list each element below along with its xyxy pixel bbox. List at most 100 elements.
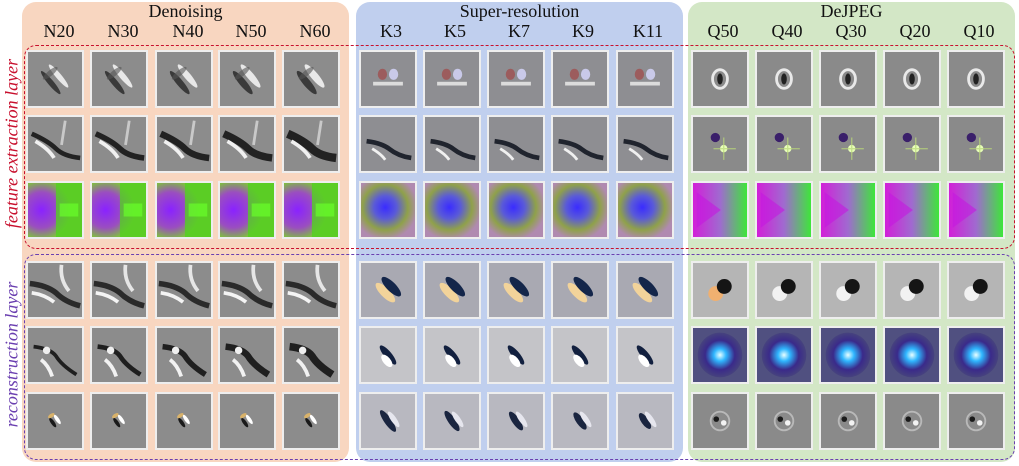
- panel-title-dejpeg: DeJPEG: [820, 1, 883, 21]
- filter-tile: [26, 392, 84, 450]
- filter-tile: [616, 50, 674, 108]
- filter-tile: [883, 261, 941, 319]
- filter-tile: [359, 181, 417, 239]
- column-header: Q30: [835, 21, 867, 41]
- filter-tile: [26, 261, 84, 319]
- filter-tile: [551, 326, 609, 384]
- filter-tile: [691, 115, 749, 173]
- column-header: N30: [107, 21, 139, 41]
- filter-tile: [487, 115, 545, 173]
- filter-tile: [26, 50, 84, 108]
- filter-tile: [218, 261, 276, 319]
- filter-tile: [90, 50, 148, 108]
- filter-tile: [819, 261, 877, 319]
- filter-tile: [487, 261, 545, 319]
- column-header: K3: [380, 21, 402, 41]
- filter-tile: [359, 261, 417, 319]
- column-header: K7: [508, 21, 530, 41]
- filter-tile: [487, 181, 545, 239]
- filter-tile: [883, 115, 941, 173]
- filter-tile: [90, 392, 148, 450]
- filter-tile: [691, 392, 749, 450]
- filter-tile: [616, 326, 674, 384]
- filter-tile: [883, 392, 941, 450]
- column-header: Q50: [707, 21, 739, 41]
- filter-tile: [691, 261, 749, 319]
- filter-tile: [755, 392, 813, 450]
- filter-tile: [691, 326, 749, 384]
- filter-tile: [551, 181, 609, 239]
- filter-tile: [26, 115, 84, 173]
- filter-tile: [423, 261, 481, 319]
- filter-tile: [755, 50, 813, 108]
- filter-tile: [423, 50, 481, 108]
- filter-tile: [282, 50, 340, 108]
- filter-tile: [551, 115, 609, 173]
- column-header: N20: [43, 21, 75, 41]
- filter-tile: [282, 326, 340, 384]
- filter-tile: [218, 326, 276, 384]
- column-header: Q20: [899, 21, 931, 41]
- filter-tile: [947, 326, 1005, 384]
- filter-tile: [551, 261, 609, 319]
- filter-tile: [755, 326, 813, 384]
- filter-tile: [155, 392, 213, 450]
- filter-tile: [947, 181, 1005, 239]
- filter-tile: [359, 392, 417, 450]
- column-header: Q10: [963, 21, 995, 41]
- filter-tile: [155, 261, 213, 319]
- filter-tile: [423, 326, 481, 384]
- filter-tile: [947, 115, 1005, 173]
- filter-tile: [755, 261, 813, 319]
- column-header: K11: [632, 21, 664, 41]
- column-header: N50: [235, 21, 267, 41]
- filter-tile: [423, 115, 481, 173]
- filter-tile: [616, 261, 674, 319]
- filter-tile: [90, 181, 148, 239]
- column-header: K9: [572, 21, 594, 41]
- filter-tile: [691, 50, 749, 108]
- filter-tile: [616, 392, 674, 450]
- filter-tile: [90, 261, 148, 319]
- filter-tile: [551, 50, 609, 108]
- filter-tile: [883, 326, 941, 384]
- filter-tile: [423, 181, 481, 239]
- filter-tile: [616, 115, 674, 173]
- filter-tile: [26, 181, 84, 239]
- column-header: N40: [172, 21, 204, 41]
- row-group-label-reconstruction: reconstruction layer: [1, 281, 22, 428]
- filter-tile: [90, 326, 148, 384]
- filter-tile: [819, 392, 877, 450]
- filter-tile: [282, 181, 340, 239]
- filter-tile: [155, 115, 213, 173]
- filter-tile: [819, 326, 877, 384]
- filter-tile: [359, 326, 417, 384]
- filter-tile: [819, 115, 877, 173]
- filter-tile: [487, 50, 545, 108]
- filter-tile: [155, 181, 213, 239]
- filter-tile: [282, 115, 340, 173]
- filter-tile: [819, 50, 877, 108]
- filter-tile: [755, 115, 813, 173]
- filter-tile: [90, 115, 148, 173]
- column-header: K5: [444, 21, 466, 41]
- filter-tile: [359, 50, 417, 108]
- filter-tile: [551, 392, 609, 450]
- filter-tile: [218, 392, 276, 450]
- filter-tile: [883, 50, 941, 108]
- filter-tile: [218, 115, 276, 173]
- filter-tile: [423, 392, 481, 450]
- column-header: Q40: [771, 21, 803, 41]
- row-group-label-feature-extraction: feature extraction layer: [1, 58, 22, 229]
- filter-tile: [487, 392, 545, 450]
- filter-tile: [155, 50, 213, 108]
- filter-tile: [218, 50, 276, 108]
- filter-tile: [616, 181, 674, 239]
- panel-title-denoising: Denoising: [148, 1, 223, 21]
- filter-tile: [947, 50, 1005, 108]
- filter-tile: [155, 326, 213, 384]
- filter-tile: [359, 115, 417, 173]
- filter-tile: [883, 181, 941, 239]
- filter-tile: [755, 181, 813, 239]
- filter-tile: [282, 392, 340, 450]
